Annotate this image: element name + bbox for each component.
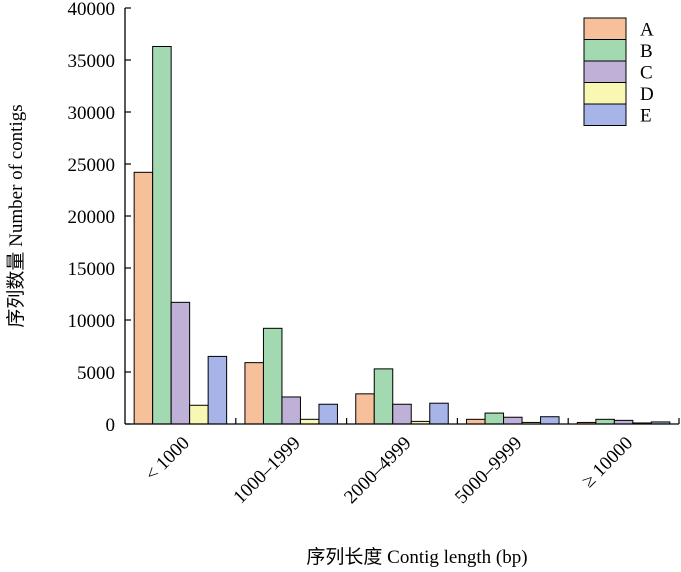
bar-b-2 xyxy=(373,368,394,425)
bar-c-2 xyxy=(392,403,412,425)
bar-e-0 xyxy=(207,355,228,425)
bar-b-1 xyxy=(262,327,283,425)
x-tick-label: 1000–1999 xyxy=(229,433,304,508)
legend-swatch-d xyxy=(583,82,627,105)
y-tick-label: 30000 xyxy=(68,103,116,124)
bar-e-3 xyxy=(540,416,560,425)
bar-e-2 xyxy=(429,402,449,425)
legend-label-b: B xyxy=(640,41,653,62)
legend-label-d: D xyxy=(640,84,654,105)
bar-a-0 xyxy=(133,171,154,425)
x-tick-label: 2000–4999 xyxy=(340,433,415,508)
x-tick-label: < 1000 xyxy=(141,433,194,486)
bar-b-4 xyxy=(595,418,615,425)
legend-swatch-a xyxy=(583,17,627,40)
y-tick-label: 25000 xyxy=(68,155,116,176)
y-tick-label: 40000 xyxy=(68,0,116,20)
bar-d-0 xyxy=(189,404,209,425)
bar-a-1 xyxy=(244,362,264,425)
y-ticks: 0 5000 10000 15000 20000 25000 30000 35000 40000 xyxy=(68,0,131,436)
x-ticks: < 1000 1000–1999 2000–4999 5000–9999 ≥ 10000 xyxy=(141,418,680,508)
x-tick-label: ≥ 10000 xyxy=(578,433,637,492)
bar-a-2 xyxy=(355,393,375,425)
legend-label-a: A xyxy=(640,20,654,41)
bar-b-3 xyxy=(484,412,505,425)
legend-label-e: E xyxy=(640,106,652,127)
y-axis-title: 序列数量 Number of contigs xyxy=(5,104,27,327)
y-tick-label: 5000 xyxy=(77,363,115,384)
y-tick-label: 35000 xyxy=(68,51,116,72)
legend-swatch-e xyxy=(583,103,627,126)
bar-b-0 xyxy=(152,45,172,425)
y-tick-label: 20000 xyxy=(68,207,116,228)
legend-label-c: C xyxy=(640,63,653,84)
y-tick-label: 15000 xyxy=(68,259,116,280)
bar-c-0 xyxy=(170,301,191,425)
bar-c-3 xyxy=(503,416,523,425)
bar-e-1 xyxy=(318,403,338,425)
bar-a-3 xyxy=(466,418,486,425)
bar-d-1 xyxy=(299,418,320,425)
legend-swatch-b xyxy=(583,39,627,62)
y-tick-label: 10000 xyxy=(68,311,116,332)
x-tick-label: 5000–9999 xyxy=(451,433,526,508)
legend-swatch-c xyxy=(583,60,627,83)
bars-layer xyxy=(133,45,671,425)
y-tick-label: 0 xyxy=(106,415,116,436)
bar-c-1 xyxy=(281,396,301,425)
x-axis-title: 序列长度 Contig length (bp) xyxy=(306,546,527,568)
